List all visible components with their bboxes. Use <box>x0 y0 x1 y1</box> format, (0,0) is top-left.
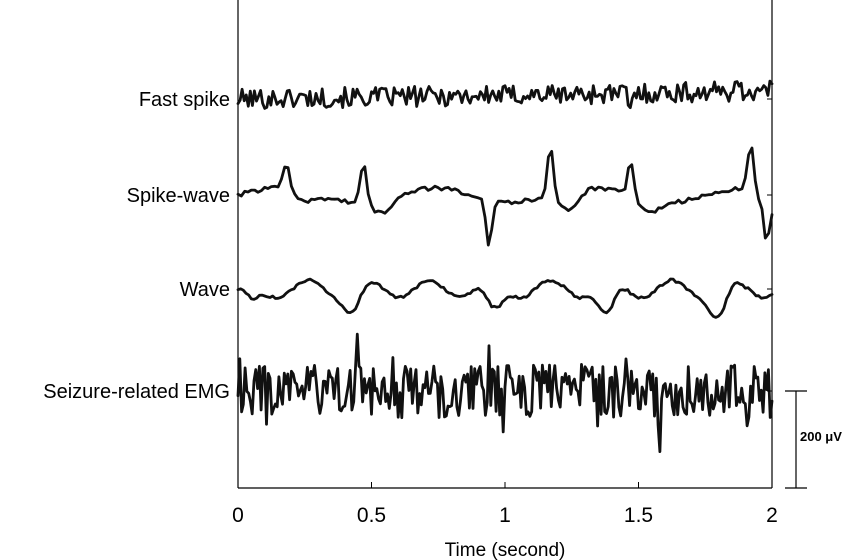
series-label-3: Wave <box>180 279 230 301</box>
x-tick-label-3: 1 <box>499 504 511 527</box>
x-tick-label-1: 0 <box>232 504 244 527</box>
x-axis-ticks: 0 0.5 1 1.5 2 <box>232 482 778 527</box>
channel-labels: Fast spike Spike-wave Wave Seizure-related … <box>43 89 230 403</box>
x-tick-label-4: 1.5 <box>624 504 653 527</box>
scale-bar: 200 μV <box>785 390 842 489</box>
series-label-1: Fast spike <box>139 89 230 111</box>
traces <box>236 79 774 453</box>
series-line-1 <box>236 79 774 110</box>
x-tick-label-2: 0.5 <box>357 504 386 527</box>
series-label-2: Spike-wave <box>127 185 230 207</box>
series-line-4 <box>236 332 774 453</box>
series-label-4: Seizure-related EMG <box>43 381 230 403</box>
scale-bar-label: 200 μV <box>800 429 842 444</box>
series-line-2 <box>236 146 774 247</box>
x-tick-label-5: 2 <box>766 504 778 527</box>
series-line-3 <box>236 277 774 319</box>
x-axis-label: Time (second) <box>445 540 566 560</box>
